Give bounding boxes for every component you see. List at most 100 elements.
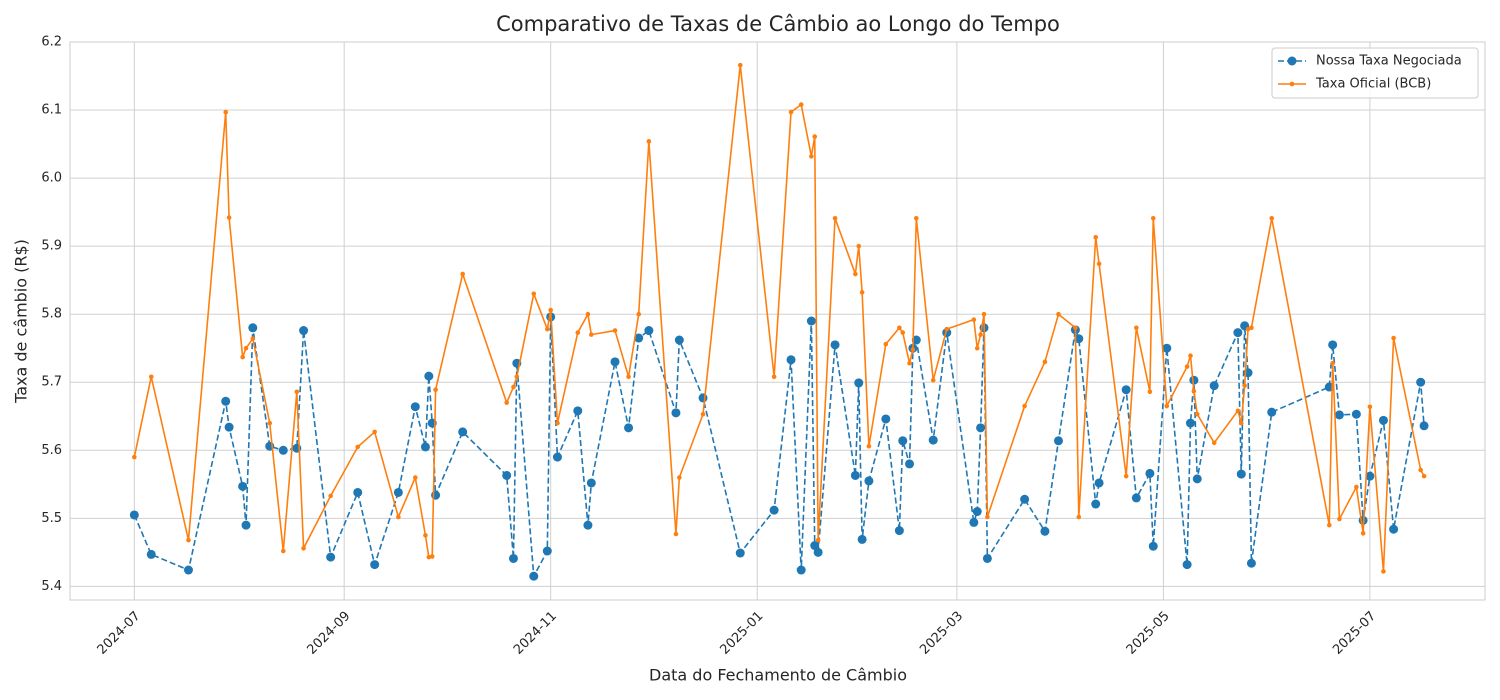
data-point xyxy=(575,330,581,335)
data-point xyxy=(1094,478,1104,488)
data-point xyxy=(859,290,865,295)
data-point xyxy=(433,387,438,393)
legend-label: Taxa Oficial (BCB) xyxy=(1315,77,1431,92)
data-point xyxy=(240,354,245,360)
data-point xyxy=(610,357,620,367)
data-point xyxy=(1191,388,1197,394)
data-point xyxy=(280,548,286,554)
data-point xyxy=(976,423,986,433)
data-point xyxy=(796,565,806,575)
data-point xyxy=(905,459,915,469)
data-point xyxy=(771,374,777,380)
data-point xyxy=(1236,469,1246,479)
data-point xyxy=(646,139,652,144)
data-point xyxy=(853,271,858,277)
data-point xyxy=(636,311,642,317)
data-point xyxy=(573,406,583,416)
data-point xyxy=(907,360,912,366)
y-tick-label: 5.5 xyxy=(41,511,62,526)
data-point xyxy=(850,470,860,480)
data-point xyxy=(1416,377,1426,387)
data-point xyxy=(301,545,306,551)
data-point xyxy=(832,215,838,221)
data-point xyxy=(221,396,231,406)
data-point xyxy=(671,408,681,418)
data-point xyxy=(511,384,516,390)
legend-marker xyxy=(1289,81,1295,87)
data-point xyxy=(585,311,591,317)
data-point xyxy=(857,534,867,544)
y-tick-label: 5.8 xyxy=(41,307,62,322)
data-point xyxy=(1042,359,1048,365)
data-point xyxy=(969,517,979,527)
data-point xyxy=(1360,531,1366,536)
data-point xyxy=(1269,215,1275,221)
data-point xyxy=(372,429,377,435)
data-point xyxy=(1337,516,1342,522)
data-point xyxy=(928,435,938,445)
data-point xyxy=(978,332,983,337)
data-point xyxy=(132,454,137,460)
data-point xyxy=(393,487,403,497)
data-point xyxy=(129,510,139,520)
plot-frame xyxy=(69,41,1486,601)
data-point xyxy=(238,481,248,491)
data-point xyxy=(1121,385,1131,395)
data-point xyxy=(514,374,520,380)
data-point xyxy=(677,475,682,480)
data-point xyxy=(1091,499,1101,509)
y-tick-label: 6.0 xyxy=(41,171,62,186)
data-point xyxy=(243,345,249,351)
data-point xyxy=(370,560,380,570)
data-point xyxy=(146,549,156,559)
data-point xyxy=(786,355,796,365)
data-point xyxy=(788,109,794,115)
data-point xyxy=(250,336,256,341)
data-point xyxy=(809,154,814,159)
data-point xyxy=(1147,389,1153,395)
data-point xyxy=(813,547,823,557)
data-point xyxy=(355,444,361,450)
data-point xyxy=(1022,403,1027,409)
data-point xyxy=(810,541,820,551)
data-point xyxy=(504,400,509,405)
data-point xyxy=(698,393,708,403)
chart-title: Comparativo de Taxas de Câmbio ao Longo … xyxy=(496,12,1060,36)
data-point xyxy=(1367,404,1373,410)
data-point xyxy=(1267,407,1277,417)
data-point xyxy=(769,505,779,515)
data-point xyxy=(815,537,821,543)
data-point xyxy=(898,436,908,446)
data-point xyxy=(424,371,434,381)
data-point xyxy=(972,507,982,517)
data-point xyxy=(267,420,273,426)
data-point xyxy=(1184,364,1190,369)
data-point xyxy=(552,452,562,462)
data-point xyxy=(913,215,919,221)
data-point xyxy=(1145,468,1155,478)
data-point xyxy=(241,520,251,530)
data-point xyxy=(1194,411,1200,417)
y-axis-label: Taxa de câmbio (R$) xyxy=(12,239,31,404)
data-point xyxy=(1330,360,1335,366)
legend: Nossa Taxa Negociada Taxa Oficial (BCB) xyxy=(1271,47,1479,99)
data-point xyxy=(1164,403,1170,409)
data-point xyxy=(226,215,232,220)
data-point xyxy=(737,62,743,68)
data-point xyxy=(1040,526,1050,536)
data-point xyxy=(1073,325,1078,331)
data-point xyxy=(328,493,333,499)
data-point xyxy=(944,326,950,332)
data-point xyxy=(900,330,906,335)
data-point xyxy=(911,335,921,345)
data-point xyxy=(1211,440,1217,446)
data-point xyxy=(1328,340,1338,350)
data-point xyxy=(1381,569,1386,574)
data-point xyxy=(1209,381,1219,391)
data-point xyxy=(1134,325,1139,331)
data-point xyxy=(583,520,593,530)
y-tick-label: 6.2 xyxy=(41,35,62,50)
y-tick-label: 5.6 xyxy=(41,443,62,458)
data-point xyxy=(806,316,816,326)
